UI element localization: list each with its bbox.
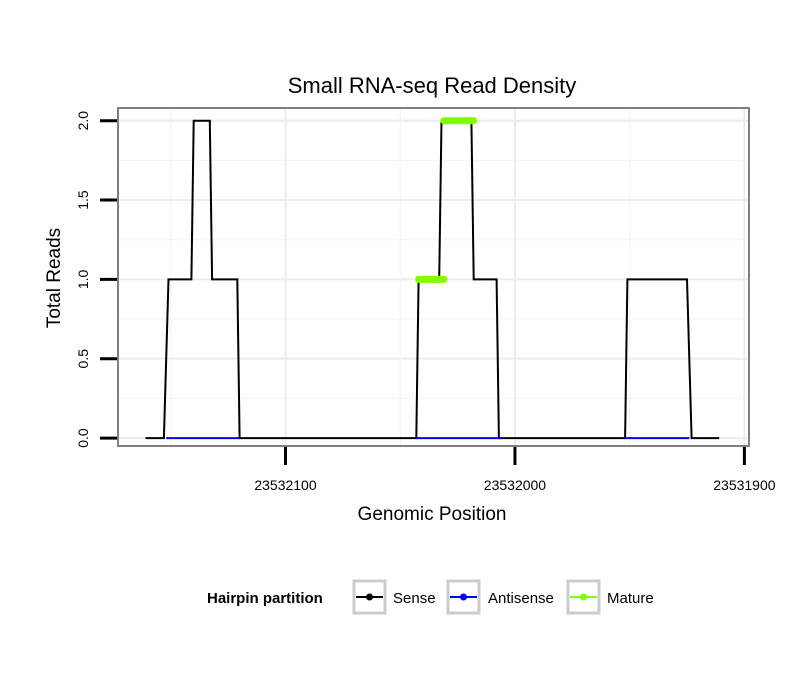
- plot-panel-border: [117, 107, 750, 447]
- y-tick-label: 2.0: [75, 111, 91, 131]
- legend-label-sense: Sense: [393, 590, 436, 607]
- y-tick-label: 1.5: [75, 190, 91, 210]
- legend-label-antisense: Antisense: [488, 590, 554, 607]
- legend-dot-mature: [580, 593, 587, 601]
- legend-label-mature: Mature: [607, 590, 654, 607]
- y-tick-label: 1.0: [75, 269, 91, 289]
- legend-title: Hairpin partition: [207, 590, 323, 607]
- x-axis-title: Genomic Position: [358, 504, 507, 525]
- x-tick-label: 23531900: [713, 477, 776, 493]
- y-tick-label: 0.5: [75, 349, 91, 369]
- y-axis-title: Total Reads: [44, 228, 65, 328]
- chart-title: Small RNA-seq Read Density: [288, 73, 577, 98]
- series-layer: [145, 117, 720, 440]
- legend-dot-sense: [366, 593, 373, 601]
- legend: Hairpin partition Sense Antisense Mature: [207, 579, 654, 615]
- x-tick-label: 23532100: [254, 477, 317, 493]
- axes: 0.0 0.5 1.0 1.5 2.0 23532100 23532000 23531900: [75, 111, 776, 493]
- x-tick-label: 23532000: [484, 477, 547, 493]
- y-tick-label: 0.0: [75, 428, 91, 448]
- legend-dot-antisense: [460, 593, 467, 601]
